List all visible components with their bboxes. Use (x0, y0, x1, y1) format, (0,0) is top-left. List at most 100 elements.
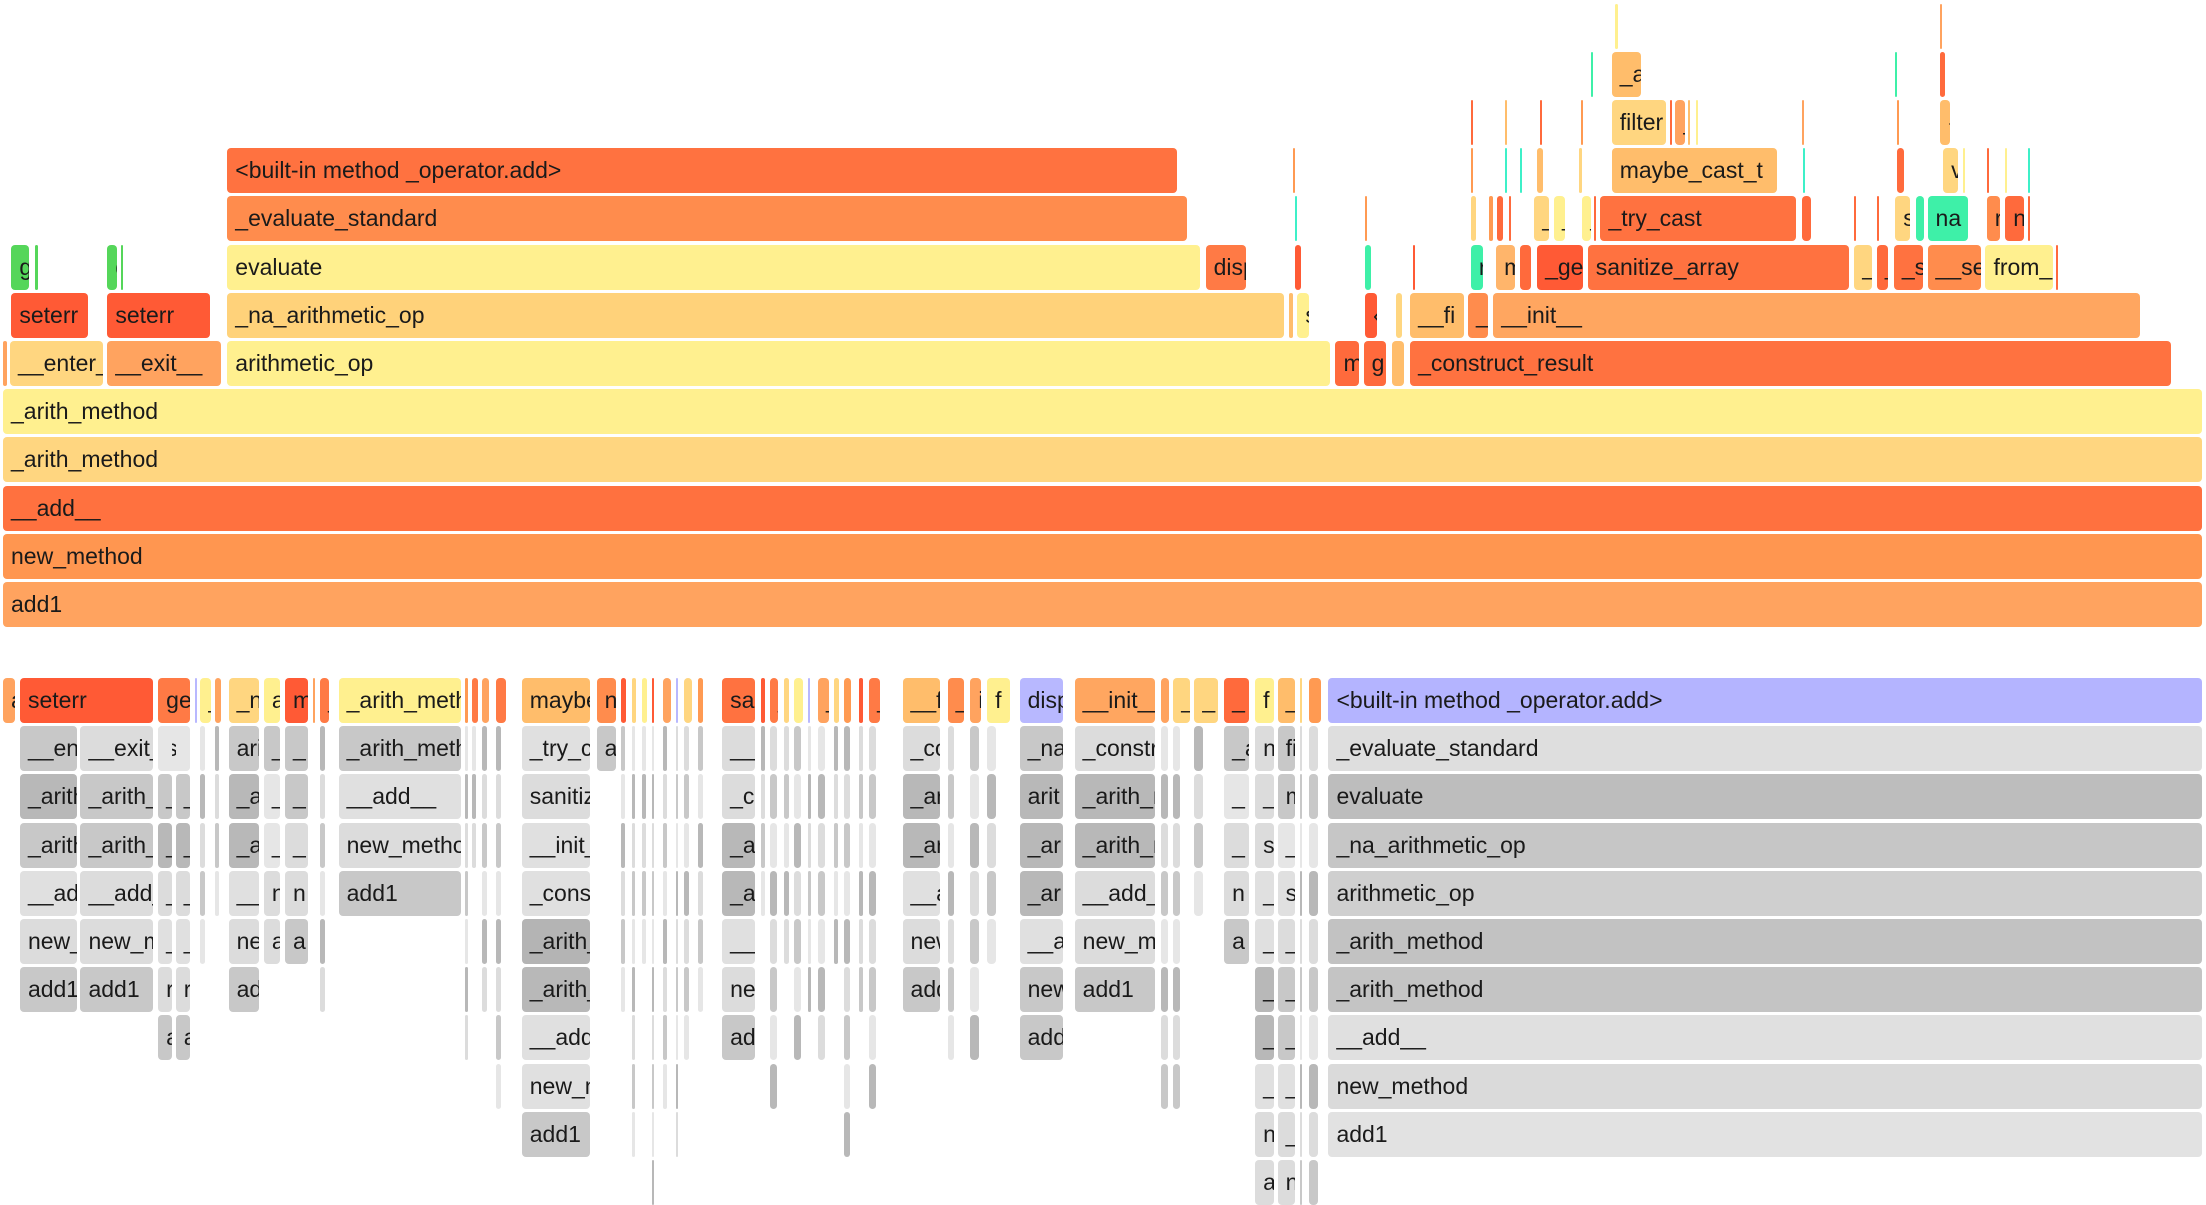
flame-frame[interactable]: _ (843, 678, 852, 723)
flame-frame[interactable]: f (987, 678, 1011, 723)
flame-frame[interactable]: _ (1277, 822, 1296, 868)
flame-frame[interactable] (1687, 100, 1691, 145)
flame-frame[interactable]: _arith_method (521, 919, 591, 964)
flame-frame-sliver[interactable] (465, 726, 468, 772)
flame-frame[interactable]: _s (1893, 244, 1923, 290)
flame-frame-sliver[interactable] (698, 919, 703, 964)
flame-frame[interactable]: __a (902, 870, 940, 916)
flame-frame[interactable]: new_method (1328, 1063, 2202, 1109)
flame-frame[interactable]: add1 (3, 582, 2202, 627)
flame-frame[interactable]: _ (263, 774, 281, 820)
flame-frame-sliver[interactable] (675, 1111, 678, 1157)
flame-frame[interactable]: new_method (338, 822, 461, 868)
flame-frame-sliver[interactable] (987, 726, 997, 772)
flame-frame-sliver[interactable] (843, 1015, 851, 1061)
flame-frame-sliver[interactable] (843, 1063, 851, 1109)
flame-frame-sliver[interactable] (1194, 870, 1204, 916)
flame-frame[interactable]: n (2005, 196, 2025, 242)
flame-frame-sliver[interactable] (631, 919, 636, 964)
flame-frame-sliver[interactable] (662, 967, 668, 1013)
flame-frame-sliver[interactable] (631, 774, 636, 820)
flame-frame-sliver[interactable] (496, 726, 502, 772)
flame-frame-sliver[interactable] (631, 1111, 636, 1157)
flame-frame-sliver[interactable] (843, 726, 851, 772)
flame-frame[interactable]: _na_arithmetic_op (1328, 822, 2202, 868)
flame-frame-sliver[interactable] (818, 919, 825, 964)
flame-frame[interactable]: _evaluate_standard (227, 196, 1187, 242)
flame-frame-sliver[interactable] (761, 870, 766, 916)
flame-frame[interactable]: _ (284, 822, 309, 868)
flame-frame[interactable]: m (1496, 244, 1516, 290)
flame-frame[interactable]: _ (263, 726, 281, 772)
flame-frame-sliver[interactable] (1300, 774, 1303, 820)
flame-frame[interactable] (1364, 196, 1368, 242)
flame-frame[interactable]: _arith_method (338, 726, 461, 772)
flame-frame-sliver[interactable] (833, 919, 839, 964)
flame-frame[interactable]: _ (1534, 196, 1550, 242)
flame-frame-sliver[interactable] (683, 1015, 689, 1061)
flame-frame-sliver[interactable] (641, 822, 647, 868)
flame-frame[interactable]: __exit__ (80, 726, 154, 772)
flame-frame[interactable]: add1 (1074, 967, 1155, 1013)
flame-frame[interactable]: add1 (19, 967, 78, 1013)
flame-frame-sliver[interactable] (1300, 726, 1303, 772)
flame-frame[interactable] (158, 726, 172, 772)
flame-frame[interactable]: g (107, 244, 117, 290)
flame-frame[interactable] (1986, 148, 1989, 194)
flame-frame[interactable] (1579, 148, 1582, 194)
flame-frame-sliver[interactable] (496, 870, 502, 916)
flame-frame[interactable]: _a (1611, 51, 1641, 97)
flame-frame[interactable] (1537, 148, 1544, 194)
flame-frame-sliver[interactable] (465, 774, 468, 820)
flame-frame-sliver[interactable] (833, 774, 839, 820)
flame-frame[interactable]: m (1335, 341, 1359, 386)
flame-frame-sliver[interactable] (698, 774, 703, 820)
flame-frame-sliver[interactable] (214, 774, 220, 820)
flame-frame-sliver[interactable] (869, 1063, 876, 1109)
flame-frame-sliver[interactable] (465, 967, 468, 1013)
flame-frame-sliver[interactable] (770, 967, 777, 1013)
flame-frame[interactable]: _ (1554, 196, 1565, 242)
flame-frame[interactable]: v (641, 678, 647, 723)
flame-frame[interactable]: _ (1896, 148, 1905, 194)
flame-frame-sliver[interactable] (833, 870, 839, 916)
flame-frame[interactable]: maybe (521, 678, 591, 723)
flame-frame[interactable] (833, 678, 839, 723)
flame-frame-sliver[interactable] (651, 822, 654, 868)
flame-frame[interactable]: new_method (80, 919, 154, 964)
flame-frame-sliver[interactable] (869, 822, 876, 868)
flame-frame-sliver[interactable] (818, 774, 825, 820)
flame-frame-sliver[interactable] (1300, 919, 1303, 964)
flame-frame-sliver[interactable] (869, 1015, 876, 1061)
flame-frame[interactable]: _try_cast (521, 726, 591, 772)
flame-frame-sliver[interactable] (631, 726, 636, 772)
flame-frame[interactable]: _arith_method (19, 822, 78, 868)
flame-frame[interactable] (482, 678, 489, 723)
flame-frame[interactable]: _ (158, 774, 172, 820)
flame-frame[interactable]: ad (228, 967, 259, 1013)
flame-frame[interactable]: s (1277, 870, 1296, 916)
flame-frame-sliver[interactable] (465, 870, 468, 916)
flame-frame[interactable]: v (1943, 148, 1959, 194)
flame-frame-sliver[interactable] (200, 870, 206, 916)
flame-frame[interactable]: __init__ (1074, 678, 1155, 723)
flame-frame[interactable]: maybe_cast_t (1611, 148, 1778, 194)
flame-frame[interactable]: a (3, 678, 16, 723)
flame-frame[interactable]: _ar (902, 822, 940, 868)
flame-frame[interactable]: _co (902, 726, 940, 772)
flame-frame-sliver[interactable] (651, 967, 654, 1013)
flame-frame-sliver[interactable] (947, 919, 955, 964)
flame-frame[interactable] (1504, 100, 1507, 145)
flame-frame-sliver[interactable] (683, 774, 689, 820)
flame-frame-sliver[interactable] (947, 1015, 955, 1061)
flame-frame-sliver[interactable] (859, 967, 863, 1013)
flame-frame[interactable]: new_method (19, 919, 78, 964)
flame-frame[interactable] (1594, 196, 1597, 242)
flame-frame[interactable]: __add__ (521, 1015, 591, 1061)
flame-frame[interactable]: arithmetic_op (1328, 870, 2202, 916)
flame-frame-sliver[interactable] (662, 822, 668, 868)
flame-frame[interactable]: __add__ (80, 870, 154, 916)
flame-frame[interactable]: r (1986, 196, 2001, 242)
flame-frame-sliver[interactable] (641, 774, 647, 820)
flame-frame[interactable] (1803, 148, 1806, 194)
